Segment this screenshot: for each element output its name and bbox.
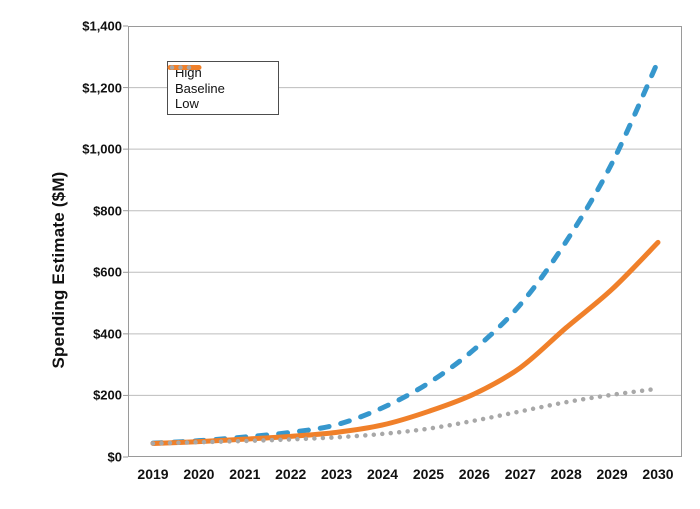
- legend-solid-swatch-icon: [167, 65, 202, 70]
- legend-label: Baseline: [175, 80, 225, 96]
- y-tick-label: $600: [93, 264, 122, 280]
- legend-item-low: Low: [169, 65, 273, 111]
- legend: High Baseline Low: [167, 61, 279, 115]
- x-tick-label: 2030: [642, 466, 674, 482]
- series-baseline-line: [150, 239, 661, 446]
- plot-border: [128, 26, 682, 457]
- x-tick-label: 2028: [550, 466, 582, 482]
- x-tick-label: 2029: [596, 466, 628, 482]
- x-tick-label: 2025: [412, 466, 445, 482]
- x-tick-label: 2020: [183, 466, 215, 482]
- plot-area: High Baseline Low: [123, 25, 682, 458]
- y-tick-label: $1,400: [82, 18, 122, 34]
- x-tick-label: 2021: [229, 466, 261, 482]
- y-tick-label: $1,200: [82, 80, 122, 96]
- y-tick-label: $200: [93, 387, 122, 403]
- x-tick-label: 2019: [137, 466, 169, 482]
- y-tick-label: $400: [93, 326, 122, 342]
- x-tick-label: 2026: [458, 466, 490, 482]
- legend-item-baseline: Baseline: [167, 65, 273, 96]
- x-tick-label: 2023: [321, 466, 353, 482]
- x-tick-label: 2024: [366, 466, 399, 482]
- x-tick-label: 2027: [504, 466, 536, 482]
- y-tick-label: $1,000: [82, 141, 122, 157]
- series-low-line: [150, 386, 661, 446]
- legend-dotted-swatch-icon: [169, 65, 195, 70]
- legend-label: Low: [175, 95, 199, 111]
- y-tick-label: $800: [93, 203, 122, 219]
- x-tick-label: 2022: [275, 466, 307, 482]
- y-tick-label: $0: [107, 449, 122, 465]
- series-high-line: [150, 58, 661, 446]
